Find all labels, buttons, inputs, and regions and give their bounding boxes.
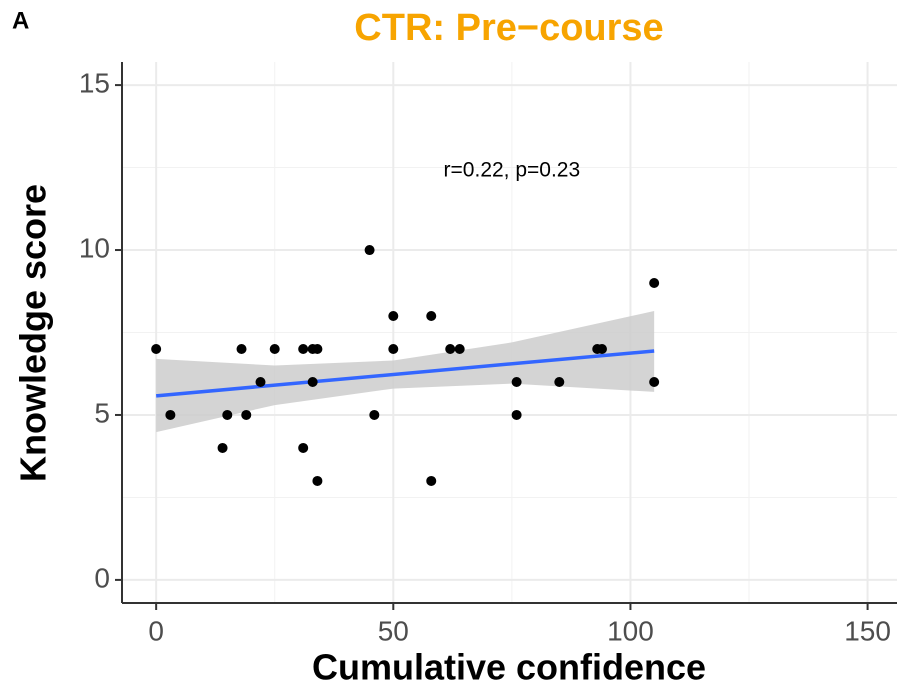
panel-label: A: [12, 7, 29, 34]
point: [649, 376, 660, 387]
y-tick-label: 10: [79, 232, 110, 263]
y-tick-label: 5: [94, 397, 110, 428]
point: [151, 343, 162, 354]
point: [426, 311, 437, 322]
x-tick-label: 50: [378, 615, 409, 646]
x-tick-label: 100: [607, 615, 654, 646]
point: [596, 343, 607, 354]
point: [298, 343, 309, 354]
point: [445, 343, 456, 354]
point: [364, 245, 375, 256]
point: [298, 442, 309, 453]
point: [255, 376, 266, 387]
confidence-band: [156, 311, 655, 433]
x-tick-label: 150: [844, 615, 891, 646]
point: [511, 409, 522, 420]
x-axis-title: Cumulative confidence: [312, 647, 706, 688]
point: [649, 278, 660, 289]
point: [388, 311, 399, 322]
point: [236, 343, 247, 354]
point: [312, 475, 323, 486]
y-axis-title: Knowledge score: [13, 184, 54, 482]
point: [269, 343, 280, 354]
point: [312, 343, 323, 354]
point: [217, 442, 228, 453]
point: [454, 343, 465, 354]
annotation: r=0.22, p=0.23: [444, 158, 581, 181]
point: [388, 343, 399, 354]
x-tick-label: 0: [148, 615, 164, 646]
point: [554, 376, 565, 387]
y-tick-label: 15: [79, 67, 110, 98]
point: [222, 409, 233, 420]
point: [241, 409, 252, 420]
y-tick-label: 0: [94, 562, 110, 593]
point: [165, 409, 176, 420]
point: [511, 376, 522, 387]
point: [369, 409, 380, 420]
fit-line: [155, 349, 655, 398]
point: [426, 475, 437, 486]
point: [307, 376, 318, 387]
chart-title: CTR: Pre−course: [354, 7, 663, 49]
